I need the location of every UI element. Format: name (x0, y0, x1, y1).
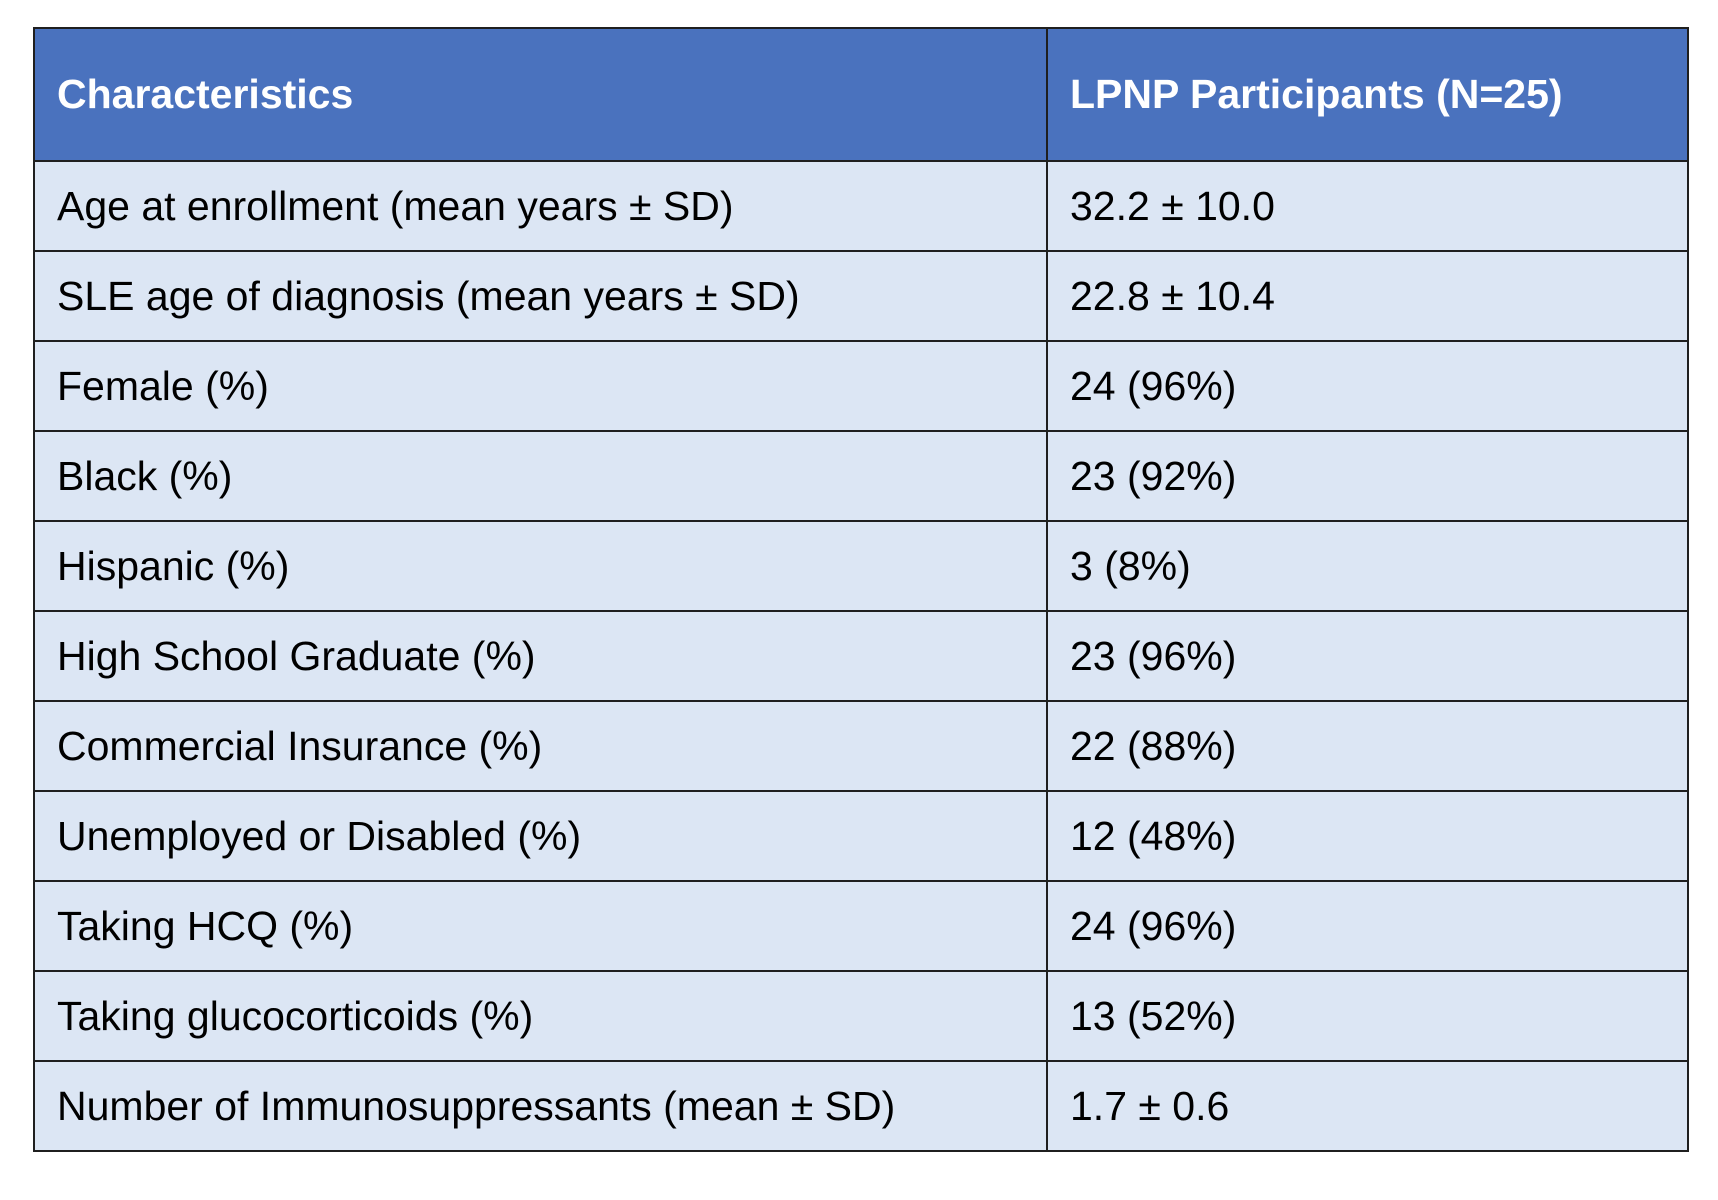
value-cell: 3 (8%) (1046, 520, 1689, 612)
table-row: Hispanic (%) 3 (8%) (33, 520, 1689, 612)
characteristics-table-container: Characteristics LPNP Participants (N=25)… (33, 27, 1689, 1152)
characteristic-cell: SLE age of diagnosis (mean years ± SD) (33, 250, 1048, 342)
characteristic-cell: Hispanic (%) (33, 520, 1048, 612)
value-cell: 24 (96%) (1046, 340, 1689, 432)
table-row: Number of Immunosuppressants (mean ± SD)… (33, 1060, 1689, 1152)
value-cell: 23 (96%) (1046, 610, 1689, 702)
characteristics-table: Characteristics LPNP Participants (N=25)… (33, 27, 1689, 1152)
value-cell: 24 (96%) (1046, 880, 1689, 972)
characteristic-cell: Taking HCQ (%) (33, 880, 1048, 972)
characteristic-cell: Number of Immunosuppressants (mean ± SD) (33, 1060, 1048, 1152)
characteristic-cell: Taking glucocorticoids (%) (33, 970, 1048, 1062)
characteristic-cell: Female (%) (33, 340, 1048, 432)
value-cell: 32.2 ± 10.0 (1046, 160, 1689, 252)
table-row: Taking HCQ (%) 24 (96%) (33, 880, 1689, 972)
table-row: Commercial Insurance (%) 22 (88%) (33, 700, 1689, 792)
characteristic-cell: Age at enrollment (mean years ± SD) (33, 160, 1048, 252)
characteristic-cell: High School Graduate (%) (33, 610, 1048, 702)
value-cell: 22.8 ± 10.4 (1046, 250, 1689, 342)
characteristic-cell: Unemployed or Disabled (%) (33, 790, 1048, 882)
table-row: High School Graduate (%) 23 (96%) (33, 610, 1689, 702)
header-participants: LPNP Participants (N=25) (1046, 27, 1689, 162)
table-row: Unemployed or Disabled (%) 12 (48%) (33, 790, 1689, 882)
value-cell: 12 (48%) (1046, 790, 1689, 882)
table-row: SLE age of diagnosis (mean years ± SD) 2… (33, 250, 1689, 342)
value-cell: 1.7 ± 0.6 (1046, 1060, 1689, 1152)
characteristic-cell: Black (%) (33, 430, 1048, 522)
table-row: Taking glucocorticoids (%) 13 (52%) (33, 970, 1689, 1062)
value-cell: 23 (92%) (1046, 430, 1689, 522)
table-row: Female (%) 24 (96%) (33, 340, 1689, 432)
header-characteristics: Characteristics (33, 27, 1048, 162)
table-row: Age at enrollment (mean years ± SD) 32.2… (33, 160, 1689, 252)
value-cell: 13 (52%) (1046, 970, 1689, 1062)
table-header: Characteristics LPNP Participants (N=25) (33, 27, 1689, 162)
header-row: Characteristics LPNP Participants (N=25) (33, 27, 1689, 162)
table-body: Age at enrollment (mean years ± SD) 32.2… (33, 160, 1689, 1152)
characteristic-cell: Commercial Insurance (%) (33, 700, 1048, 792)
table-row: Black (%) 23 (92%) (33, 430, 1689, 522)
value-cell: 22 (88%) (1046, 700, 1689, 792)
